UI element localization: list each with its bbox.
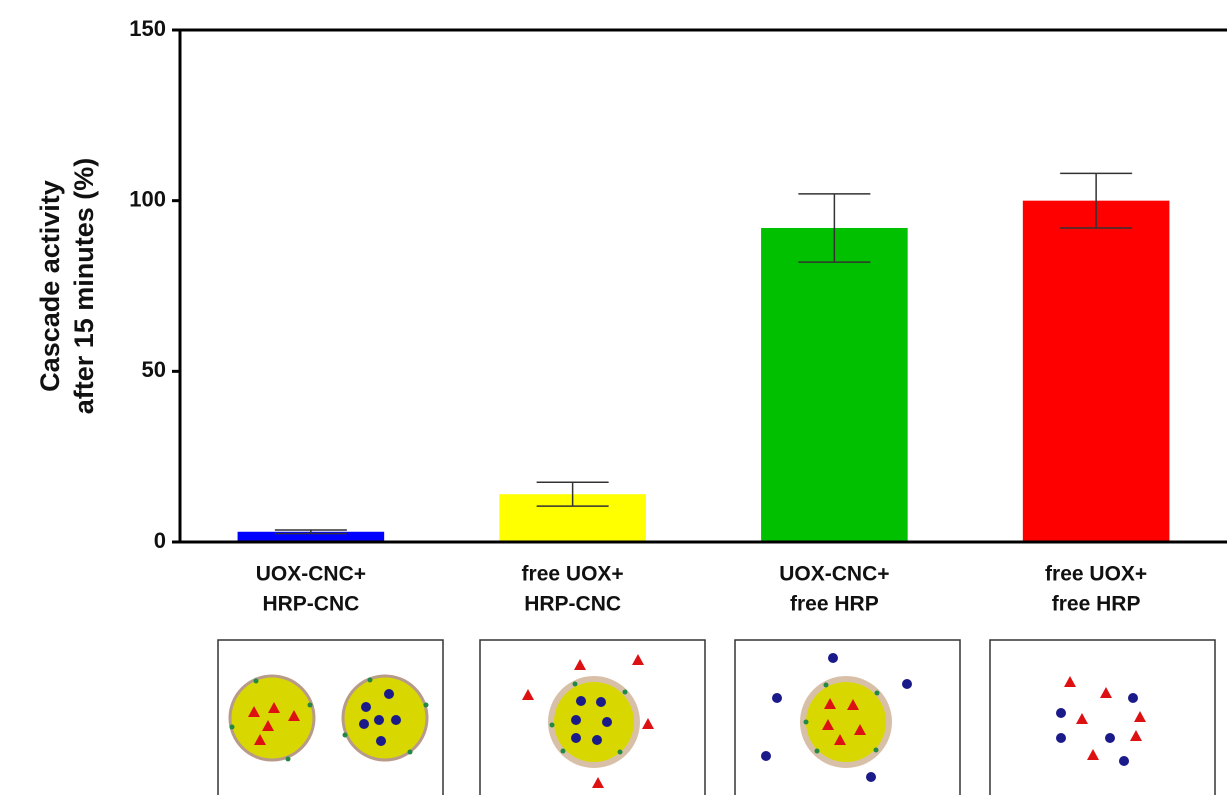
y-tick-label: 100 <box>129 186 166 211</box>
bar <box>761 228 908 542</box>
y-tick-label: 0 <box>154 528 166 553</box>
schematic-3 <box>761 653 912 782</box>
schematic-4 <box>1056 676 1146 766</box>
x-tick-label: free UOX+ <box>522 563 624 586</box>
chart: Cascade activity after 15 minutes (%) 0 5… <box>0 0 1227 795</box>
schematic-2 <box>522 654 654 788</box>
x-tick-label: HRP-CNC <box>524 593 621 616</box>
x-tick-label: free HRP <box>790 593 879 616</box>
x-tick-label: UOX-CNC+ <box>256 563 366 586</box>
x-tick-label: UOX-CNC+ <box>779 563 889 586</box>
schematics <box>218 640 1215 795</box>
x-tick-label: free HRP <box>1052 593 1141 616</box>
x-tick-label: HRP-CNC <box>262 593 359 616</box>
y-tick-label: 50 <box>142 357 166 382</box>
bar <box>1023 201 1170 542</box>
y-tick-label: 150 <box>129 16 166 41</box>
plot-area: 0 50 100 150 UOX-CNC+ HRP-CNC free UOX+ HRP-CNC… <box>129 16 1227 616</box>
x-tick-label: free UOX+ <box>1045 563 1147 586</box>
schematic-box <box>990 640 1215 795</box>
y-axis-title-line: after 15 minutes (%) <box>69 158 99 415</box>
schematic-1 <box>230 676 429 762</box>
y-axis-title: Cascade activity after 15 minutes (%) <box>35 158 99 415</box>
y-axis-title-line: Cascade activity <box>35 180 65 392</box>
